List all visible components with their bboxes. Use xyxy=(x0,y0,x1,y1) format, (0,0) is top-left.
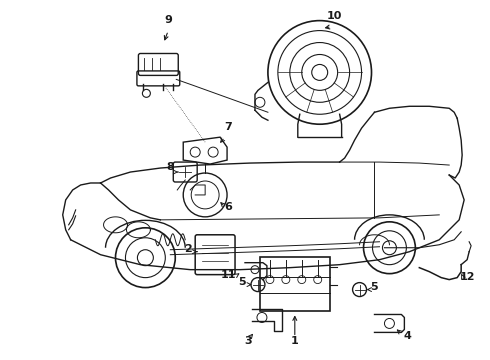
Text: 12: 12 xyxy=(460,271,475,282)
Text: 10: 10 xyxy=(327,11,343,21)
Text: 5: 5 xyxy=(371,282,378,292)
Text: 3: 3 xyxy=(244,336,252,346)
Text: 5: 5 xyxy=(238,276,246,287)
Text: 11: 11 xyxy=(220,270,236,280)
Text: 9: 9 xyxy=(164,15,172,24)
Text: 4: 4 xyxy=(403,332,411,341)
Text: 8: 8 xyxy=(167,162,174,172)
Text: 1: 1 xyxy=(291,336,299,346)
Text: 6: 6 xyxy=(224,202,232,212)
Text: 2: 2 xyxy=(184,244,192,254)
Text: 7: 7 xyxy=(224,122,232,132)
